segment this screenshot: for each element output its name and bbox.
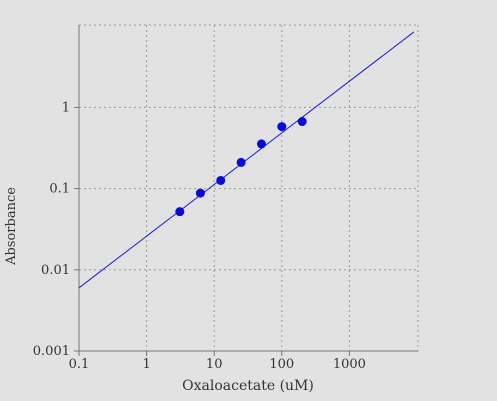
x-axis-title: Oxaloacetate (uM) — [182, 378, 314, 394]
x-tick-label: 1 — [142, 357, 150, 372]
x-tick-label: 100 — [269, 357, 294, 372]
x-tick-label: 10 — [206, 357, 223, 372]
fit-line-group — [78, 31, 415, 289]
axes — [78, 25, 418, 352]
data-point — [195, 188, 205, 198]
y-axis-title: Absorbance — [4, 187, 19, 266]
y-tick-label: 0.1 — [49, 182, 70, 197]
y-tick-label: 0.01 — [41, 263, 70, 278]
data-point — [216, 175, 226, 185]
y-tick-label: 0.001 — [33, 344, 70, 359]
data-points — [175, 117, 307, 217]
data-point — [297, 117, 307, 127]
data-point — [236, 157, 246, 167]
grid-lines — [79, 24, 419, 351]
axis-ticks: 0.1 1 10 100 1000 0.001 0.01 0.1 1 — [33, 100, 366, 372]
y-tick-label: 1 — [62, 100, 70, 115]
data-point — [175, 207, 185, 217]
data-point — [277, 122, 287, 132]
x-tick-label: 1000 — [333, 357, 366, 372]
fit-line — [78, 31, 415, 289]
x-tick-label: 0.1 — [69, 357, 90, 372]
data-point — [256, 139, 266, 149]
